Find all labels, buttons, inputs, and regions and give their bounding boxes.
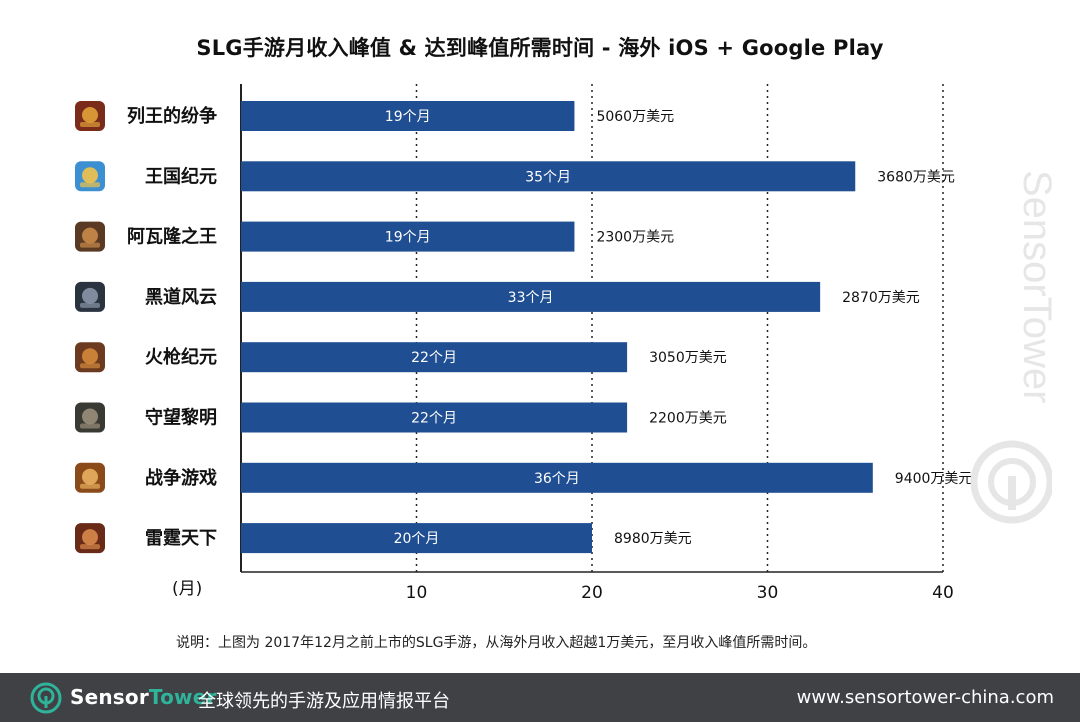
king-of-avalon-icon xyxy=(75,221,105,252)
bar-duration-label: 33个月 xyxy=(508,290,554,306)
sensortower-logo-icon xyxy=(30,682,62,714)
x-tick-label: 20 xyxy=(581,583,603,603)
sensortower-watermark: SensorTower xyxy=(970,170,1052,524)
bar-duration-label: 35个月 xyxy=(525,169,571,185)
peak-revenue-label: 2300万美元 xyxy=(596,230,674,246)
bar xyxy=(241,221,575,252)
bar-duration-label: 19个月 xyxy=(385,109,431,125)
peak-revenue-label: 3680万美元 xyxy=(877,169,955,185)
mafia-city-icon xyxy=(75,281,105,312)
bar xyxy=(241,523,592,554)
bar-duration-label: 36个月 xyxy=(534,471,580,487)
x-axis-unit-label: (月) xyxy=(172,579,202,599)
watermark-text: SensorTower xyxy=(1015,170,1052,403)
lords-mobile-icon xyxy=(75,161,105,192)
watermark-logo-icon xyxy=(970,440,1052,524)
chart-title: SLG手游月收入峰值 & 达到峰值所需时间 - 海外 iOS + Google … xyxy=(196,36,884,60)
bar xyxy=(241,101,575,131)
mobile-strike-icon xyxy=(75,523,105,554)
category-label: 王国纪元 xyxy=(145,165,217,187)
peak-revenue-label: 5060万美元 xyxy=(596,109,674,125)
x-tick-label: 10 xyxy=(406,583,428,603)
gridlines xyxy=(240,84,944,573)
peak-revenue-label: 8980万美元 xyxy=(614,531,692,547)
bar xyxy=(241,402,628,433)
bar xyxy=(241,161,856,192)
bar-duration-label: 19个月 xyxy=(385,230,431,246)
bar xyxy=(241,281,821,312)
app-icons xyxy=(75,101,105,554)
bar-duration-label: 20个月 xyxy=(394,531,440,547)
footer-slogan: 全球领先的手游及应用情报平台 xyxy=(198,691,450,712)
footer-bar: SensorTower 全球领先的手游及应用情报平台 www.sensortow… xyxy=(0,673,1080,722)
bars xyxy=(241,101,873,554)
peak-revenue-label: 2870万美元 xyxy=(842,290,920,306)
bar-chart: 10 20 30 40 19个月 5060万美元 列王的纷争 35个月 3680万美元 王国纪元 1… xyxy=(75,84,972,603)
x-tick-label: 30 xyxy=(757,583,779,603)
footer-brand-second: Tower xyxy=(148,685,217,709)
x-tick-label: 40 xyxy=(932,583,954,603)
category-label: 战争游戏 xyxy=(145,467,217,489)
bar xyxy=(241,462,873,493)
clash-of-kings-icon xyxy=(75,101,105,131)
bar xyxy=(241,342,628,373)
bar-duration-label: 22个月 xyxy=(411,350,457,366)
category-label: 守望黎明 xyxy=(145,407,217,429)
footnote: 说明：上图为 2017年12月之前上市的SLG手游，从海外月收入超越1万美元，至… xyxy=(176,635,817,651)
peak-revenue-label: 2200万美元 xyxy=(649,411,727,427)
footer-brand-first: Sensor xyxy=(70,685,149,709)
peak-revenue-label: 3050万美元 xyxy=(649,350,727,366)
game-of-war-icon xyxy=(75,462,105,493)
category-label: 黑道风云 xyxy=(145,286,217,308)
last-empire-icon xyxy=(75,402,105,433)
guns-of-glory-icon xyxy=(75,342,105,373)
category-label: 雷霆天下 xyxy=(145,528,217,549)
category-label: 火枪纪元 xyxy=(145,346,217,368)
bar-duration-label: 22个月 xyxy=(411,411,457,427)
footer-brand: SensorTower xyxy=(70,685,217,709)
peak-revenue-label: 9400万美元 xyxy=(895,471,973,487)
category-label: 阿瓦隆之王 xyxy=(127,226,217,248)
labels: 10 20 30 40 19个月 5060万美元 列王的纷争 35个月 3680万美元 王国纪元 1… xyxy=(127,105,972,603)
category-label: 列王的纷争 xyxy=(127,105,217,127)
footer-url[interactable]: www.sensortower-china.com xyxy=(796,687,1054,708)
